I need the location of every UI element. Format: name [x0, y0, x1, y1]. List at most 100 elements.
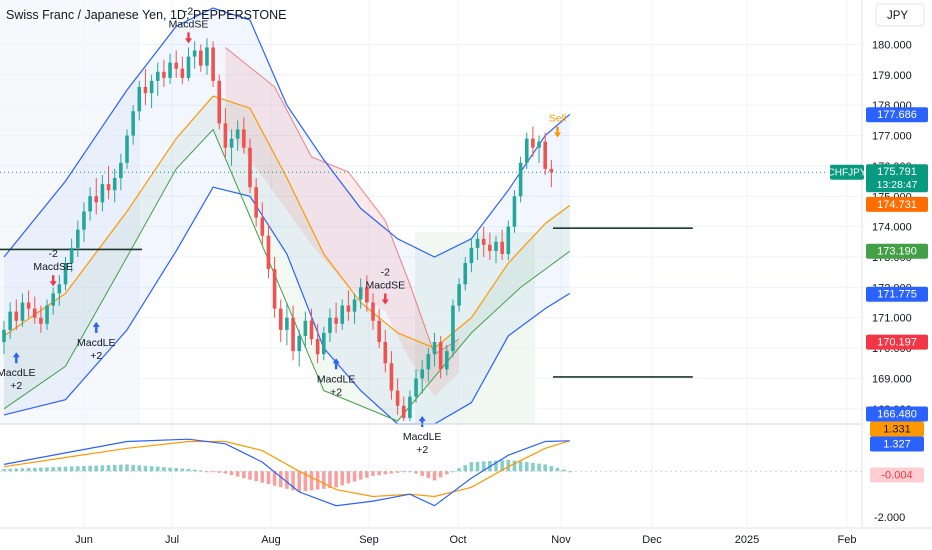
candle [531, 126, 535, 157]
candle [371, 293, 375, 330]
histogram-bar [340, 471, 345, 486]
candle [524, 132, 529, 169]
candle [112, 168, 117, 203]
candle [445, 345, 449, 376]
histogram-bar [100, 465, 105, 472]
candle-body [500, 241, 504, 254]
candle [69, 238, 74, 273]
candle [420, 360, 424, 394]
histogram-bar [408, 471, 412, 473]
histogram-bar [260, 471, 265, 483]
histogram-bar [414, 471, 418, 474]
candle-body [149, 80, 154, 94]
ticker-badge-background [830, 164, 864, 180]
candle [322, 326, 326, 361]
candle [63, 256, 68, 291]
macd-badge: 1.327 [870, 436, 924, 452]
histogram-bar [199, 470, 203, 472]
candle-body [285, 317, 289, 330]
candle [291, 305, 295, 361]
candle-body [272, 269, 277, 309]
candle-body [340, 305, 345, 324]
candle-body [432, 342, 437, 355]
candle-body [549, 168, 554, 173]
sell-arrow-icon [49, 275, 57, 287]
signal-label: -2 [381, 266, 390, 278]
candle-body [57, 284, 62, 294]
candle [32, 296, 37, 324]
candle-body [211, 47, 215, 81]
histogram-bar [328, 471, 332, 489]
signal-label: +2 [416, 444, 428, 456]
candle-body [223, 123, 228, 148]
ticker-badge: CHFJPY [828, 168, 867, 179]
candle-body [469, 247, 474, 264]
time-axis[interactable]: Jun Jul Aug Sep Oct Nov Dec 2025 Feb [75, 534, 856, 546]
histogram-bar [174, 468, 178, 472]
candle [82, 202, 86, 242]
macd-badges: 1.331 1.327 -0.004 [870, 421, 924, 483]
candle-body [445, 351, 449, 370]
histogram-bar [383, 471, 388, 475]
histogram-bar [365, 471, 369, 478]
histogram-bar [475, 461, 480, 472]
candle-body [131, 111, 135, 136]
sell-arrow-icon [185, 32, 192, 44]
candle [223, 108, 228, 157]
histogram-bar [32, 467, 37, 472]
histogram-bar [457, 468, 461, 472]
candle-body [162, 71, 166, 78]
trail-fill [4, 96, 570, 421]
candle-body [217, 80, 222, 124]
buy-arrow-icon [12, 352, 20, 364]
candle-body [463, 263, 468, 285]
badge-value: 174.731 [877, 199, 917, 211]
currency-button[interactable]: JPY [887, 10, 908, 22]
candle-body [377, 320, 381, 343]
signal-buy: MacdLE+2 [0, 352, 36, 392]
candle [45, 299, 49, 330]
candle-body [199, 50, 203, 66]
candle-body [303, 320, 308, 336]
strategy-signals: -2MacdSEMacdLE+2MacdLE+2-2MacdSEMacdLE+2… [0, 5, 566, 456]
candle [438, 335, 443, 379]
candle [76, 220, 80, 257]
sell-arrow-icon [381, 293, 389, 305]
histogram-bar [309, 471, 314, 491]
histogram-bar [561, 469, 566, 472]
histogram-bar [426, 471, 431, 479]
y-tick-label: 180.000 [872, 39, 912, 51]
histogram-bar [512, 460, 517, 472]
signal-label: +2 [10, 380, 22, 392]
histogram-bar [63, 466, 68, 472]
candle-body [26, 302, 31, 309]
x-tick-label: Oct [449, 534, 466, 546]
cloud-upper-line [225, 47, 460, 355]
histogram-bar [389, 471, 394, 474]
histogram-bar [131, 464, 135, 472]
candle [297, 329, 301, 367]
signal-sell: Sell [549, 112, 566, 138]
candle [162, 59, 166, 87]
candle [426, 348, 431, 382]
badge-background [866, 243, 928, 259]
candle [506, 220, 511, 261]
histogram-bar [82, 465, 86, 472]
histogram-bar [346, 471, 351, 484]
candle [168, 53, 172, 84]
candle [408, 390, 412, 421]
macd-signal-line [3, 440, 570, 498]
histogram-bar [20, 468, 25, 472]
candle-body [494, 241, 498, 251]
candle-body [488, 244, 492, 251]
histogram-bar [272, 471, 277, 486]
candle-body [180, 68, 185, 78]
price-badge: 166.480 [866, 406, 928, 422]
currency-button-frame[interactable] [875, 3, 925, 27]
candle [414, 369, 418, 403]
candle [211, 41, 215, 87]
badge-value: 166.480 [877, 409, 917, 421]
candle-body [235, 129, 240, 139]
